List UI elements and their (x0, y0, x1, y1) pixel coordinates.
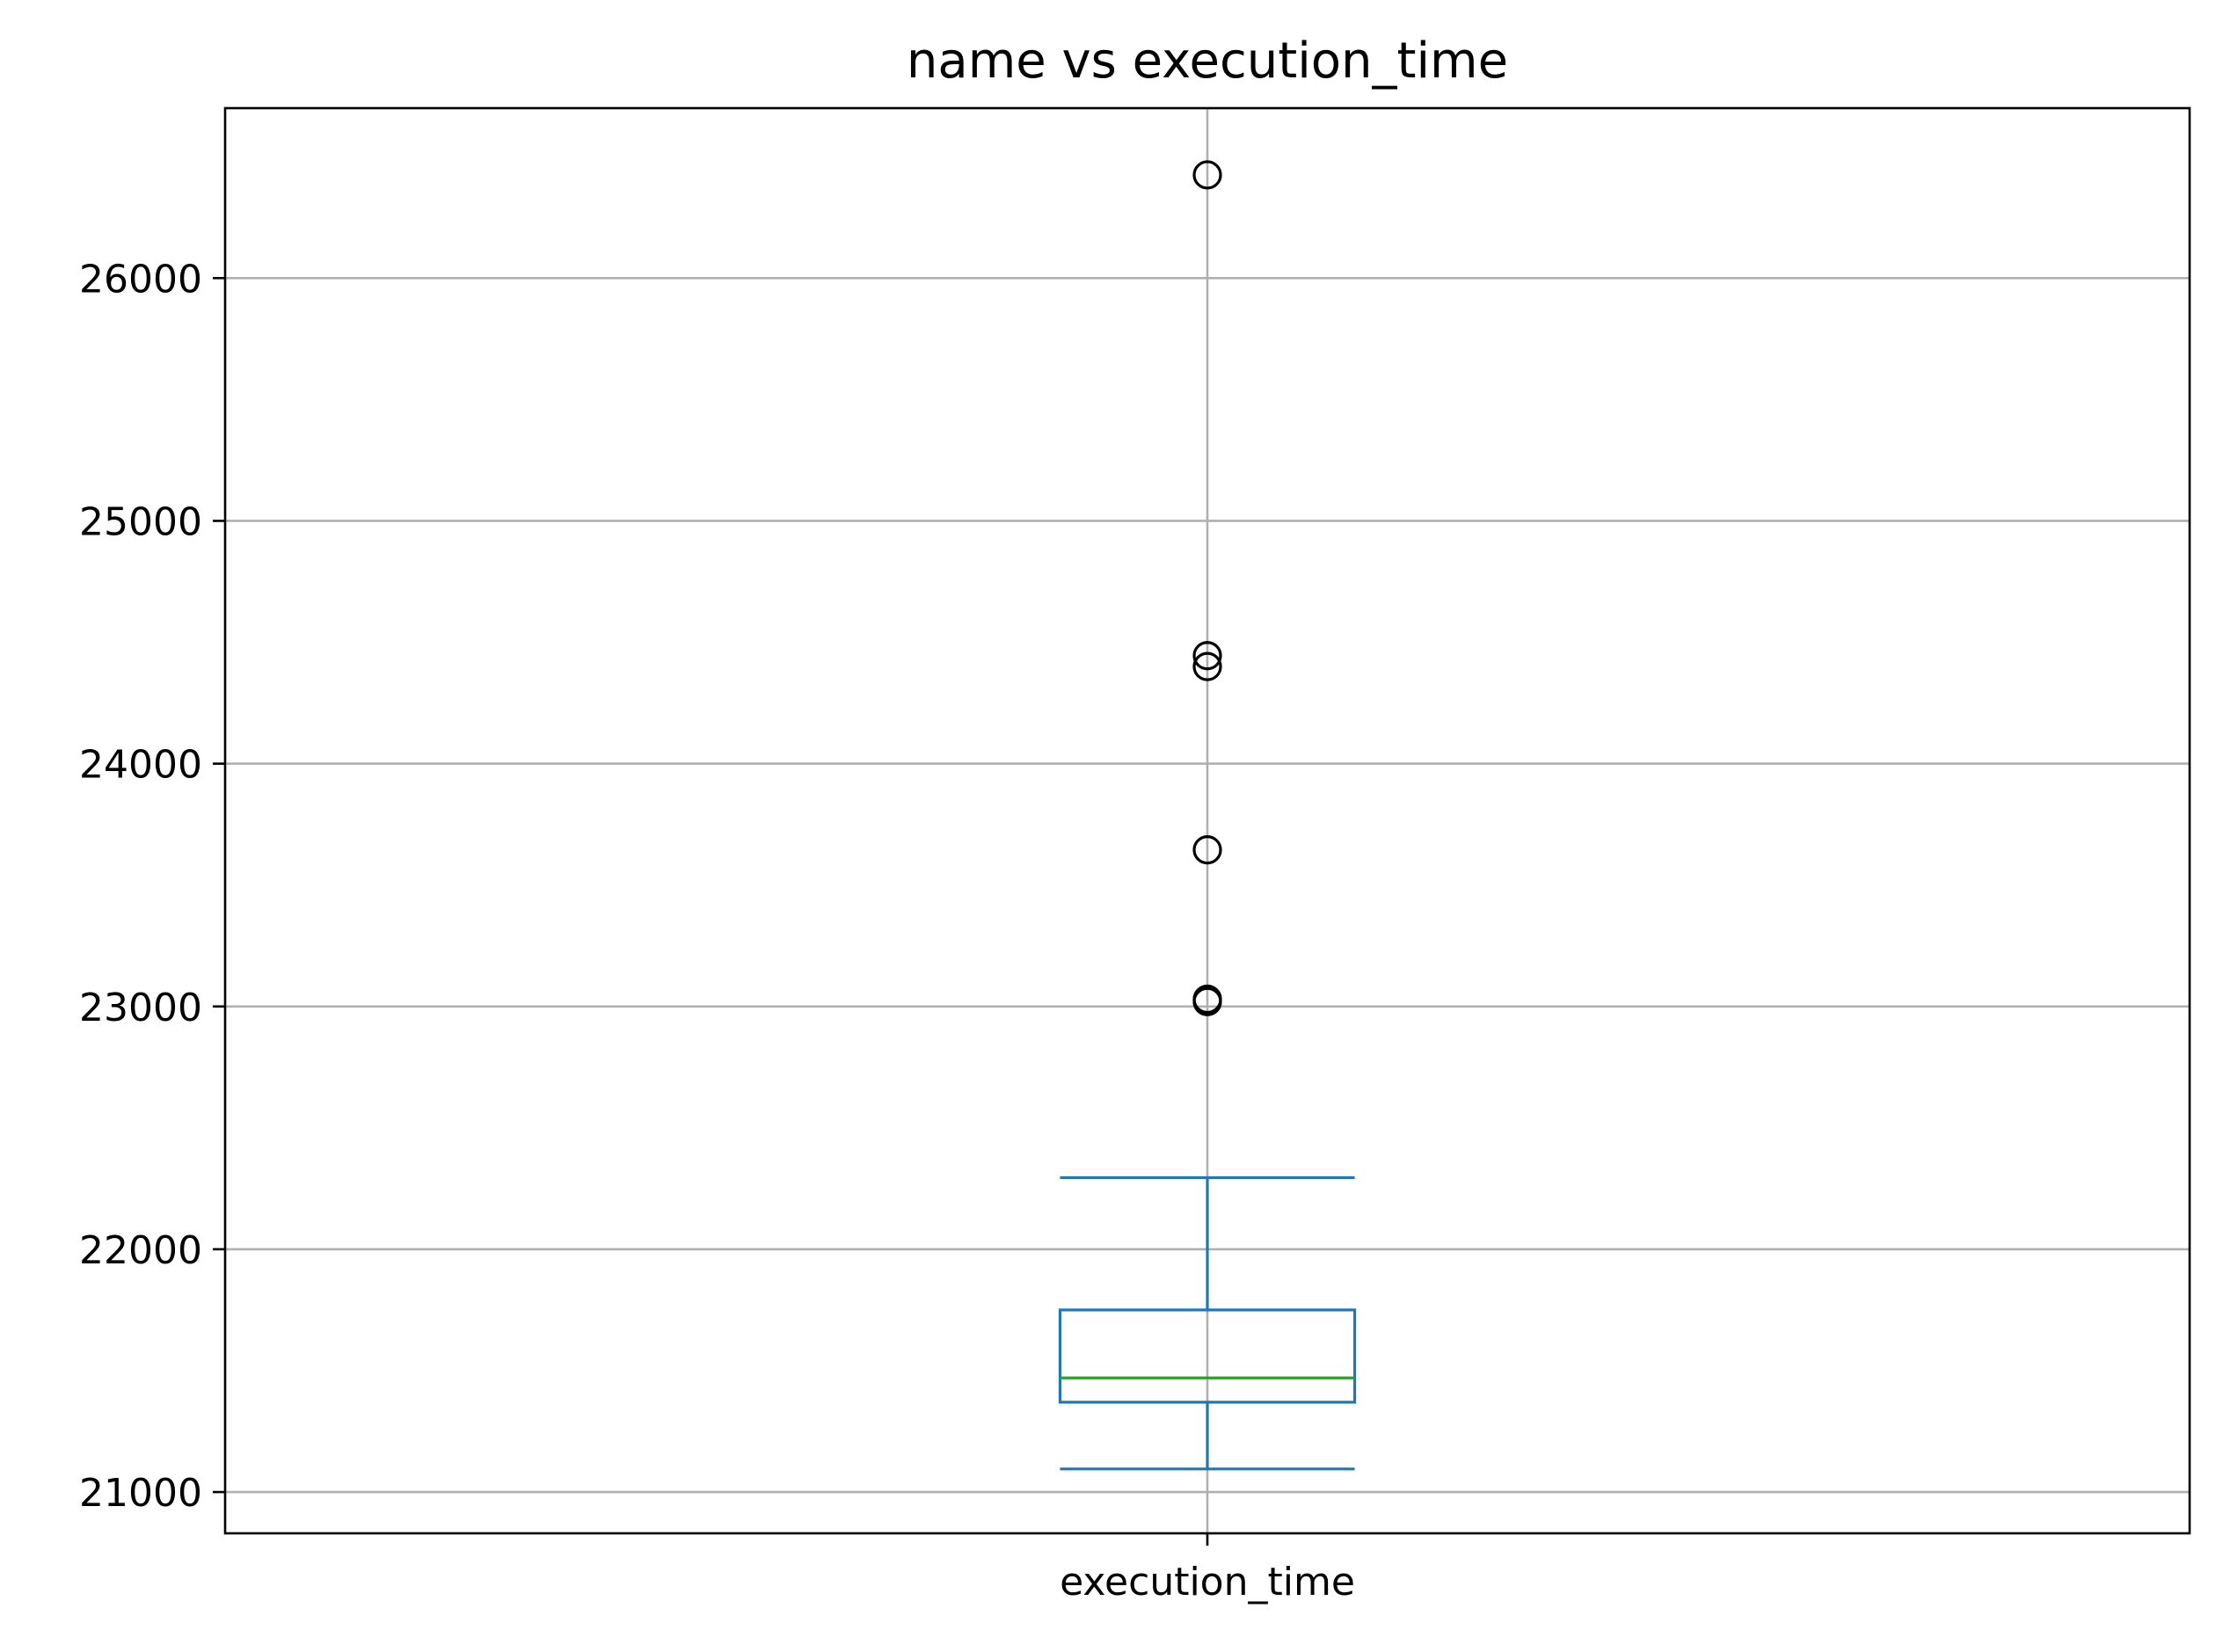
axis-layer: 21000 22000 23000 24000 25000 26000 execution_… (79, 106, 2191, 1605)
axes-frame (223, 106, 2191, 1535)
grid-layer (225, 108, 2190, 1533)
y-tick-label: 25000 (79, 499, 202, 544)
chart-title: name vs execution_time (907, 33, 1508, 90)
outlier-point (1192, 984, 1222, 1015)
outlier-point (1192, 641, 1222, 671)
outlier-point (1192, 651, 1222, 681)
outlier-point (1192, 835, 1222, 865)
x-tick-label: execution_time (1060, 1560, 1355, 1605)
y-tick-label: 24000 (79, 743, 202, 788)
box-layer (1058, 160, 1357, 1471)
y-tick-label: 26000 (79, 257, 202, 302)
y-tick-label: 23000 (79, 986, 202, 1030)
outlier-point (1192, 160, 1222, 190)
y-tick-label: 22000 (79, 1228, 202, 1273)
iqr-box (1058, 1308, 1357, 1404)
y-tick-label: 21000 (79, 1471, 202, 1516)
